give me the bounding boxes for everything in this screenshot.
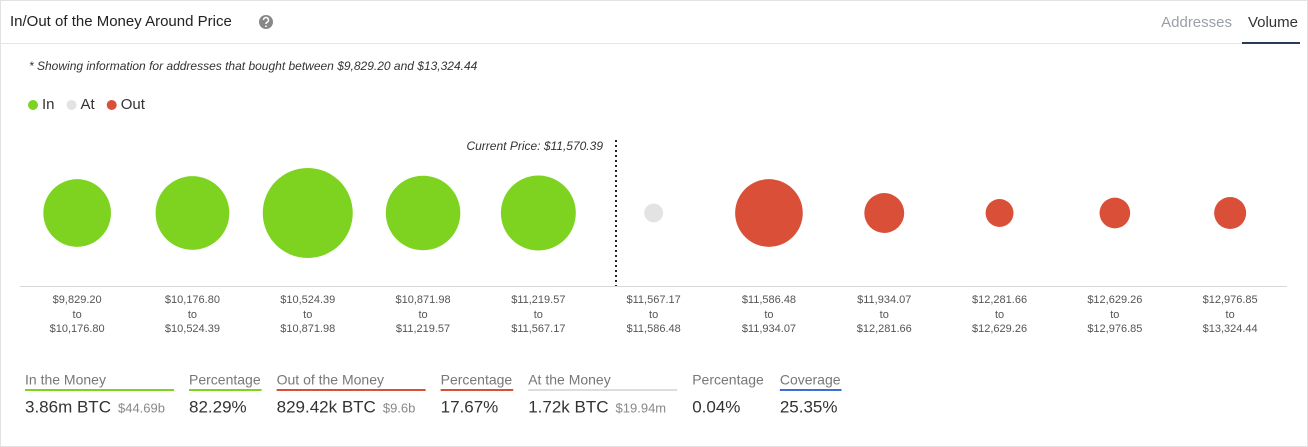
summary-value: 3.86m BTC — [25, 397, 111, 416]
bubble — [262, 168, 353, 258]
x-tick-label-word: to — [880, 309, 889, 321]
summary-value: 82.29% — [189, 397, 247, 416]
x-tick-label-to: $12,281.66 — [857, 323, 912, 335]
summary-sub: $44.69b — [118, 400, 165, 415]
note: * Showing information for addresses that… — [29, 59, 478, 73]
x-tick-label: $11,219.57 — [511, 294, 565, 306]
x-tick-label-word: to — [73, 309, 82, 321]
bubble — [155, 176, 230, 250]
x-tick-label-word: to — [1110, 309, 1119, 321]
bubble — [864, 193, 905, 233]
legend-label: In — [42, 96, 55, 113]
legend-dot — [106, 100, 117, 110]
summary-label: Percentage — [189, 372, 261, 388]
help-icon[interactable] — [259, 15, 273, 29]
bubble — [644, 203, 664, 223]
x-tick-label-word: to — [649, 309, 658, 321]
x-tick-label: $12,629.26 — [1087, 294, 1142, 306]
x-tick-label-to: $12,629.26 — [972, 323, 1027, 335]
x-tick-label-word: to — [534, 309, 543, 321]
summary-label: In the Money — [25, 372, 106, 388]
title: In/Out of the Money Around Price — [10, 13, 232, 30]
x-tick-label: $10,524.39 — [280, 294, 335, 306]
legend-dot — [66, 100, 77, 110]
x-tick-label-word: to — [1226, 309, 1235, 321]
x-tick-label-to: $11,219.57 — [396, 323, 450, 335]
bubble — [43, 179, 111, 247]
bubble — [985, 199, 1014, 227]
legend-label: At — [81, 96, 96, 113]
x-tick-label-word: to — [418, 309, 427, 321]
x-tick-label-to: $11,586.48 — [627, 323, 681, 335]
x-tick-label-to: $11,934.07 — [742, 323, 796, 335]
bubble — [1099, 197, 1131, 229]
bubble — [500, 175, 576, 251]
legend-label: Out — [121, 96, 146, 113]
summary-sub: $19.94m — [616, 400, 667, 415]
summary-value: 1.72k BTC — [528, 397, 608, 416]
summary-label: Percentage — [692, 372, 764, 388]
bubble — [735, 179, 803, 247]
x-tick-label: $9,829.20 — [53, 294, 102, 306]
summary-value: 25.35% — [780, 397, 838, 416]
x-tick-label: $11,934.07 — [857, 294, 911, 306]
x-tick-label: $10,176.80 — [165, 294, 220, 306]
tab[interactable]: Volume — [1248, 14, 1298, 31]
summary-label: Out of the Money — [277, 372, 384, 388]
x-tick-label-word: to — [188, 309, 197, 321]
x-tick-label-to: $11,567.17 — [511, 323, 565, 335]
x-tick-label: $10,871.98 — [396, 294, 451, 306]
x-tick-label: $11,567.17 — [627, 294, 681, 306]
bubble — [385, 175, 461, 251]
x-tick-label-to: $10,871.98 — [280, 323, 335, 335]
x-tick-label-word: to — [303, 309, 312, 321]
summary-label: Coverage — [780, 372, 841, 388]
x-tick-label-to: $12,976.85 — [1087, 323, 1142, 335]
summary-value: 0.04% — [692, 397, 740, 416]
tab[interactable]: Addresses — [1161, 14, 1232, 31]
x-tick-label-to: $10,176.80 — [50, 323, 105, 335]
summary-sub: $9.6b — [383, 400, 416, 415]
x-tick-label-word: to — [764, 309, 773, 321]
summary-value: 17.67% — [441, 397, 499, 416]
x-tick-label: $12,281.66 — [972, 294, 1027, 306]
summary-value: 829.42k BTC — [277, 397, 376, 416]
summary-label: At the Money — [528, 372, 611, 388]
x-tick-label: $12,976.85 — [1203, 294, 1258, 306]
summary-label: Percentage — [441, 372, 513, 388]
x-tick-label-to: $10,524.39 — [165, 323, 220, 335]
current-price-label: Current Price: $11,570.39 — [466, 139, 603, 153]
bubble — [1214, 196, 1247, 230]
x-tick-label-word: to — [995, 309, 1004, 321]
x-tick-label: $11,586.48 — [742, 294, 796, 306]
legend-dot — [28, 100, 38, 110]
x-tick-label-to: $13,324.44 — [1203, 323, 1258, 335]
